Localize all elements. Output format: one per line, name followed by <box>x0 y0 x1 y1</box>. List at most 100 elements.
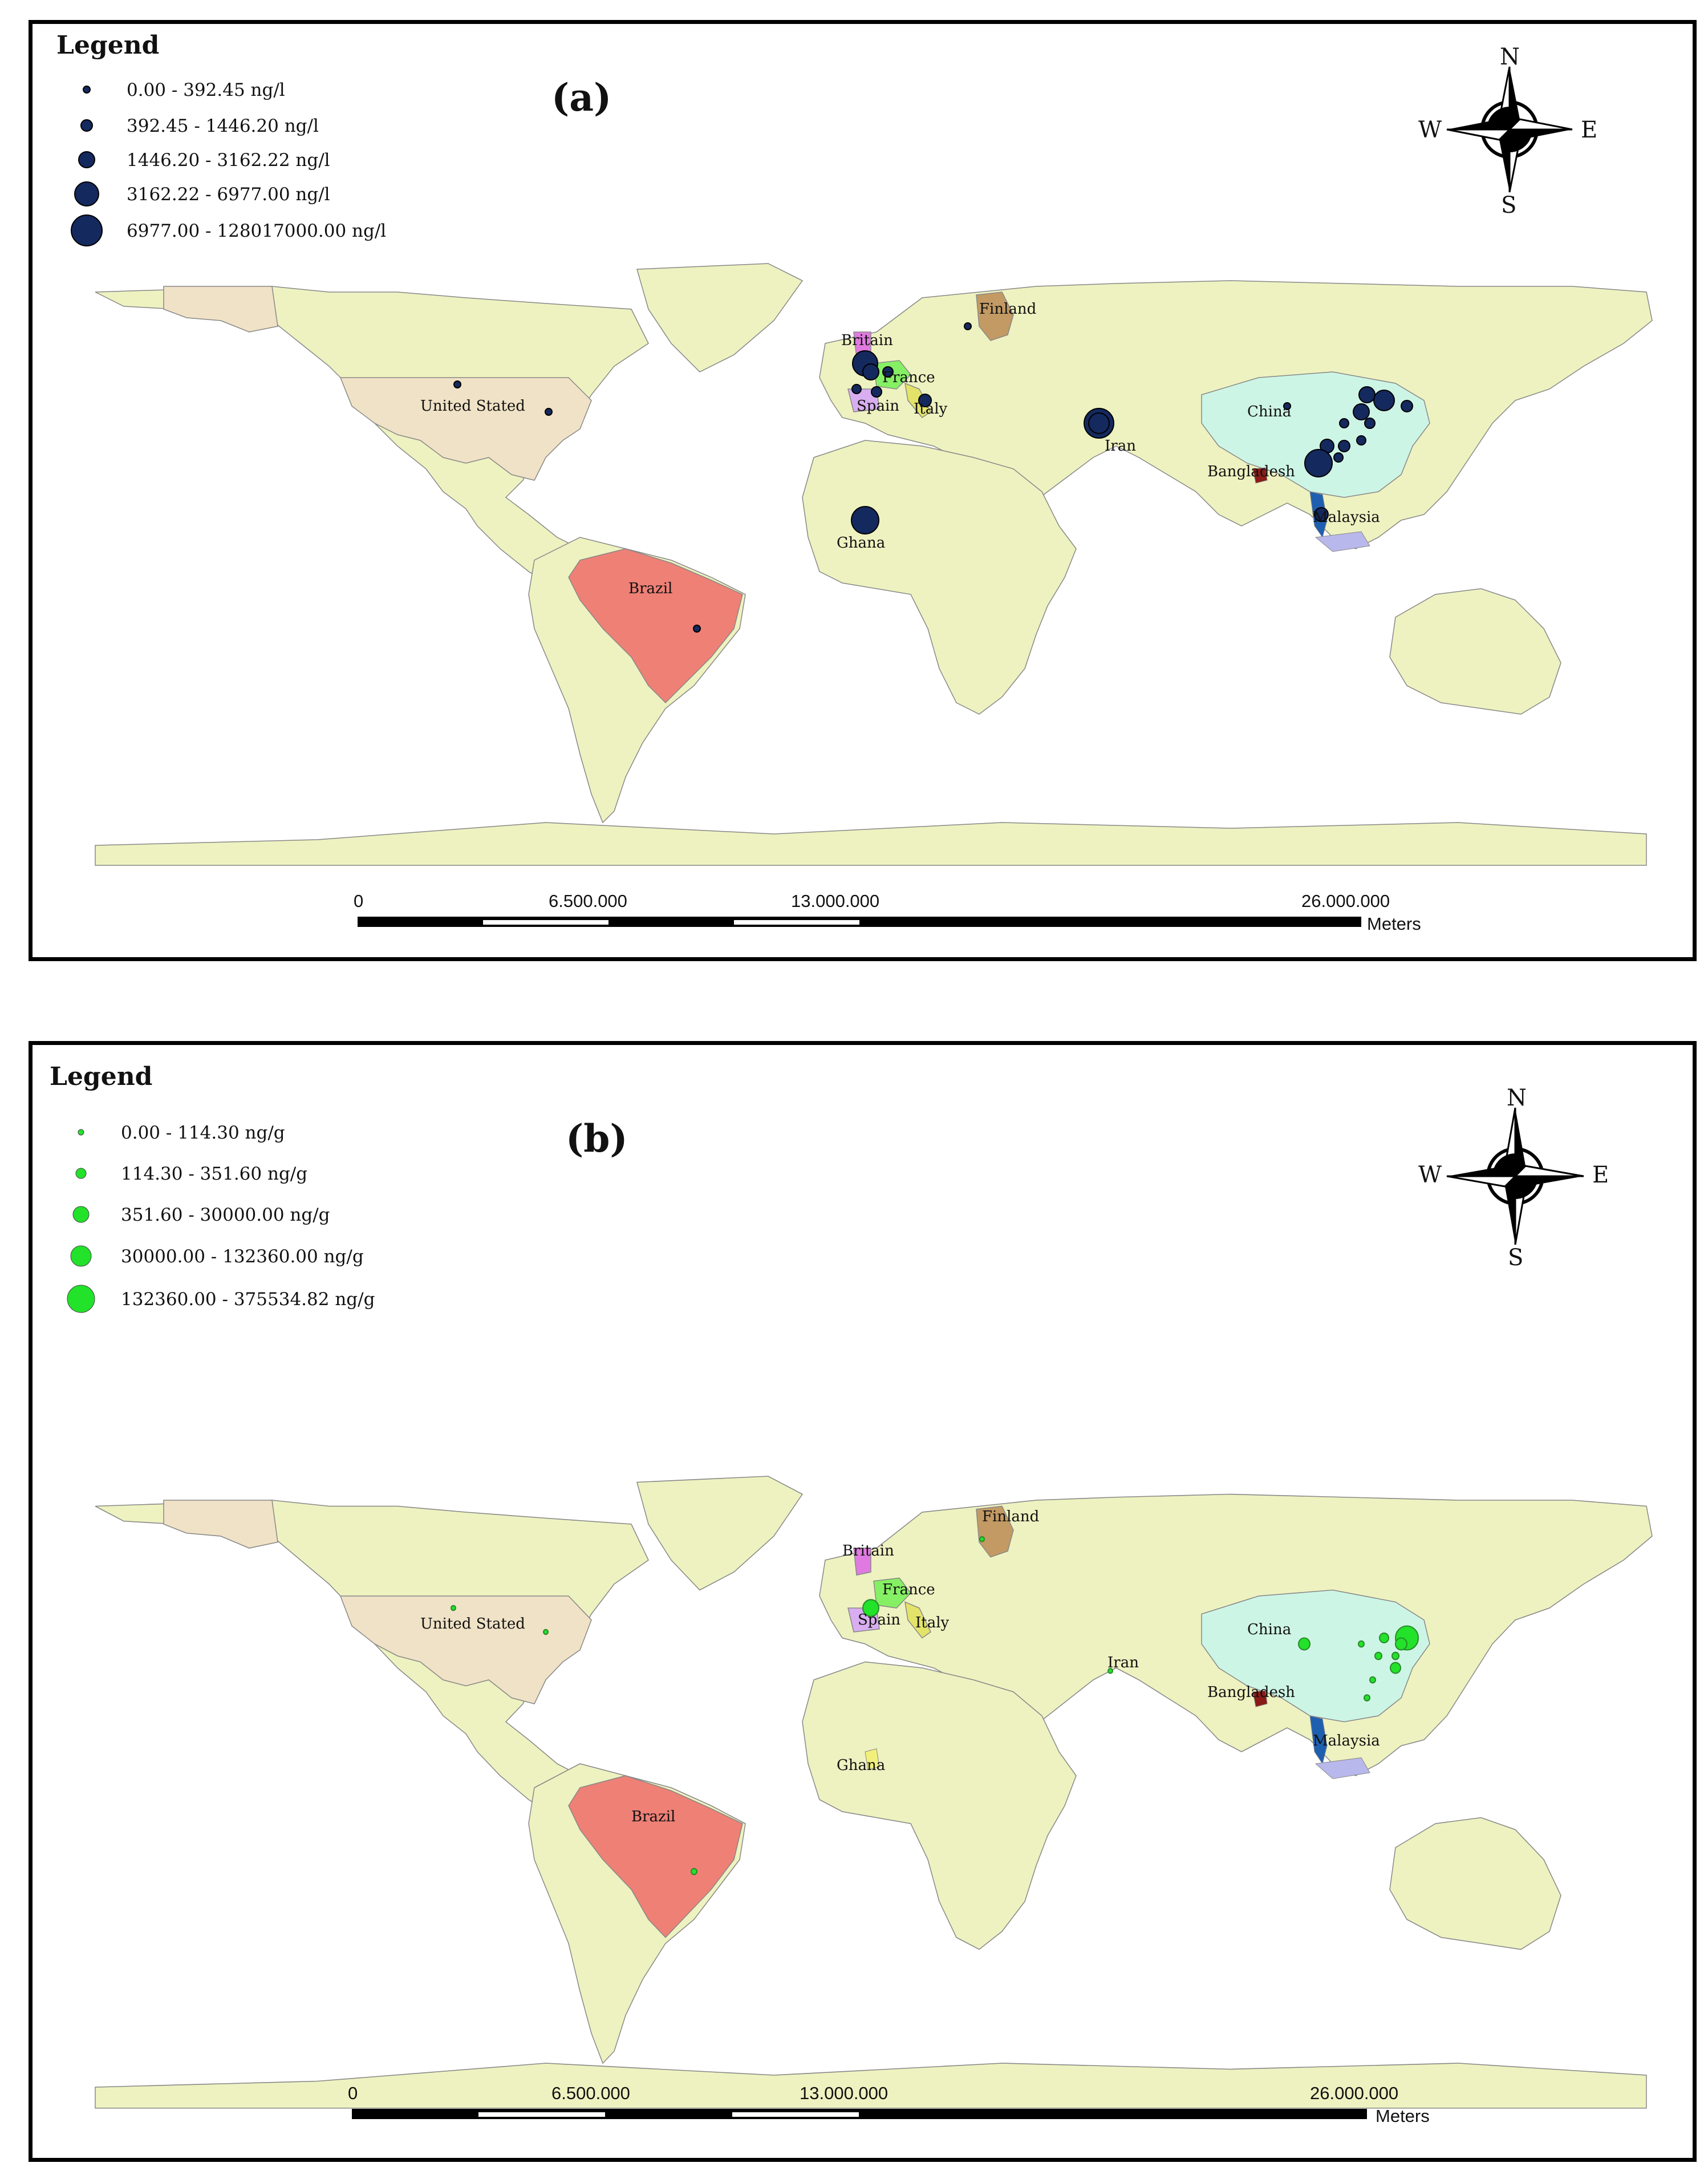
scale-tick: 6.500.000 <box>549 891 627 911</box>
data-point <box>451 1605 456 1611</box>
land-brazil <box>568 548 743 704</box>
panel-label: (a) <box>551 75 612 120</box>
land-greenland <box>636 263 804 372</box>
legend-item: 1446.20 - 3162.22 ng/l <box>127 150 330 171</box>
compass-west: W <box>1418 1162 1442 1188</box>
land-antarctica <box>95 2063 1647 2109</box>
scale-bar <box>358 917 1361 927</box>
label-bangladesh: Bangladesh <box>1207 463 1295 480</box>
data-point <box>964 322 972 330</box>
compass-south: S <box>1501 192 1517 218</box>
data-point <box>851 384 862 394</box>
label-united-states: United Stated <box>420 398 525 415</box>
scale-tick: 26.000.000 <box>1310 2083 1399 2103</box>
label-china: China <box>1247 1621 1292 1638</box>
label-malaysia: Malaysia <box>1313 1732 1380 1749</box>
legend-item: 0.00 - 392.45 ng/l <box>127 80 285 100</box>
land-vietnam <box>1309 1715 1328 1765</box>
label-iran: Iran <box>1105 438 1136 455</box>
scale-tick: 26.000.000 <box>1301 891 1390 911</box>
data-point <box>1391 1651 1399 1660</box>
legend-item: 132360.00 - 375534.82 ng/g <box>121 1289 375 1310</box>
data-point <box>882 366 894 378</box>
scale-unit: Meters <box>1376 2106 1430 2126</box>
data-point <box>862 363 879 380</box>
land-bangladesh <box>1252 467 1268 484</box>
scale-tick: 13.000.000 <box>791 891 880 911</box>
map-panel-b: Legend 0.00 - 114.30 ng/g 114.30 - 351.6… <box>29 1041 1697 2162</box>
land-australia <box>1389 588 1561 715</box>
data-point <box>1338 440 1350 452</box>
label-ghana: Ghana <box>837 534 886 552</box>
compass-north: N <box>1500 44 1520 70</box>
data-point <box>1107 1667 1113 1674</box>
label-brazil: Brazil <box>631 1808 676 1825</box>
data-point <box>1314 507 1329 522</box>
label-china: China <box>1247 403 1292 420</box>
land-brazil <box>568 1775 743 1938</box>
data-point <box>1364 418 1376 429</box>
legend-item: 3162.22 - 6977.00 ng/l <box>127 184 330 205</box>
data-point <box>1298 1637 1311 1651</box>
compass-north: N <box>1507 1085 1527 1111</box>
label-spain: Spain <box>858 1611 901 1629</box>
label-iran: Iran <box>1107 1654 1139 1671</box>
land-bangladesh <box>1252 1690 1268 1707</box>
data-point <box>1369 1676 1376 1684</box>
world-map-a <box>71 66 1653 927</box>
scale-tick: 13.000.000 <box>800 2083 889 2103</box>
legend-item: 351.60 - 30000.00 ng/g <box>121 1205 330 1225</box>
legend-item: 0.00 - 114.30 ng/g <box>121 1123 285 1143</box>
data-point <box>1374 1651 1382 1660</box>
data-point <box>1283 402 1291 410</box>
land-africa <box>802 1661 1077 1950</box>
label-spain: Spain <box>857 398 900 415</box>
scale-bar <box>352 2109 1367 2119</box>
land-finland <box>976 291 1014 341</box>
scale-tick: 0 <box>348 2083 358 2103</box>
data-point <box>1395 1637 1407 1651</box>
data-point <box>1358 1640 1365 1648</box>
compass-east: E <box>1592 1162 1609 1188</box>
legend-title: Legend <box>56 31 160 60</box>
legend-item: 392.45 - 1446.20 ng/l <box>127 116 319 136</box>
land-spain <box>847 388 880 412</box>
label-malaysia: Malaysia <box>1313 509 1380 526</box>
label-united-states: United Stated <box>420 1615 525 1633</box>
land-ghana <box>865 1748 880 1771</box>
legend-title: Legend <box>50 1062 153 1091</box>
label-finland: Finland <box>982 1508 1040 1525</box>
land-antarctica <box>95 822 1647 866</box>
land-united-states <box>339 377 592 481</box>
label-ghana: Ghana <box>837 1757 886 1774</box>
label-italy: Italy <box>915 1614 950 1631</box>
land-china <box>1201 1589 1430 1723</box>
compass-south: S <box>1508 1245 1524 1271</box>
label-france: France <box>882 1581 935 1598</box>
data-point <box>862 1599 879 1617</box>
compass-west: W <box>1418 117 1442 143</box>
data-point <box>1353 403 1370 420</box>
label-brazil: Brazil <box>628 580 673 597</box>
legend-item: 30000.00 - 132360.00 ng/g <box>121 1246 364 1267</box>
data-point <box>1401 400 1413 412</box>
data-point <box>1390 1662 1401 1674</box>
legend-symbols-a <box>71 86 103 246</box>
land-britain <box>853 1548 871 1576</box>
data-points-a <box>453 322 1413 633</box>
label-bangladesh: Bangladesh <box>1207 1684 1295 1701</box>
label-britain: Britain <box>841 332 893 349</box>
label-france: France <box>882 369 935 386</box>
data-point <box>1379 1633 1389 1643</box>
land-alaska <box>163 286 278 333</box>
data-point <box>1373 390 1395 411</box>
land-greenland <box>636 1476 804 1591</box>
panel-label: (b) <box>566 1116 628 1161</box>
land-china <box>1201 371 1430 498</box>
label-finland: Finland <box>979 301 1037 318</box>
data-point <box>1358 386 1376 403</box>
land-malaysia <box>1315 531 1370 552</box>
data-point <box>851 506 879 534</box>
data-point <box>545 408 553 416</box>
data-point <box>453 380 461 388</box>
